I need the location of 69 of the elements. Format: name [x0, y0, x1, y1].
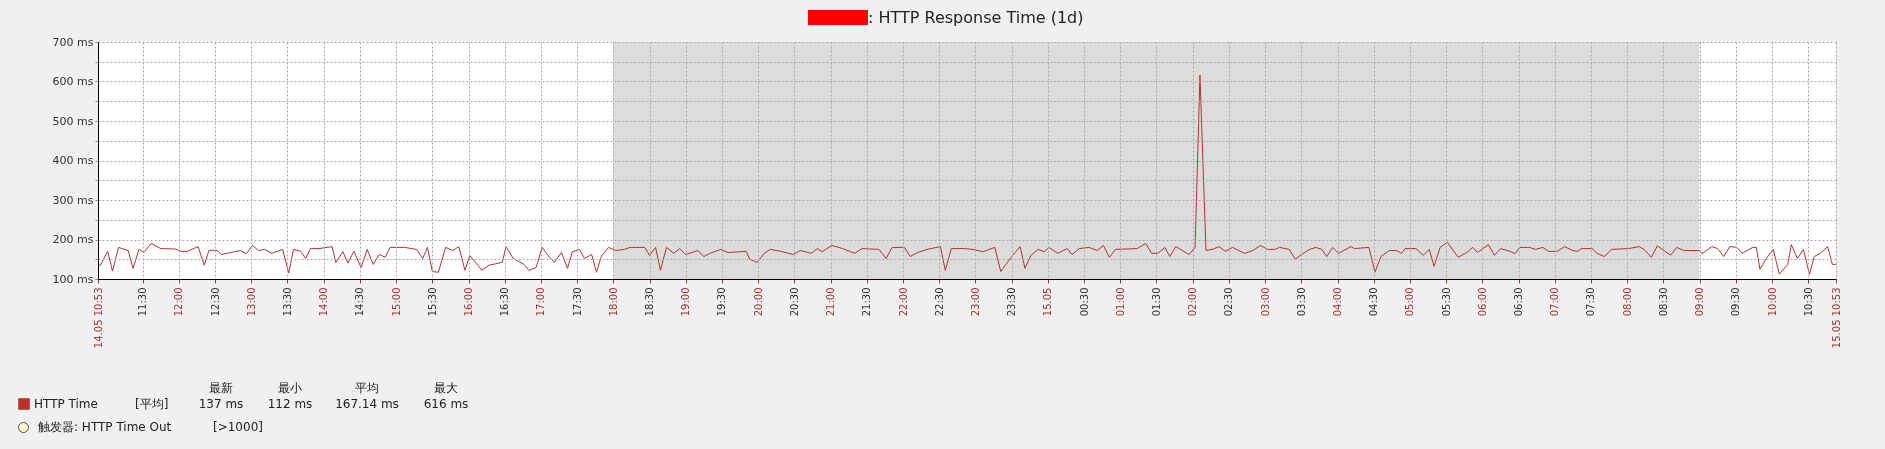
- x-tick-label: 13:30: [281, 287, 293, 317]
- x-tick-label: 02:00: [1187, 287, 1199, 317]
- text: 最小: [278, 379, 302, 397]
- x-tick-label: 08:30: [1657, 287, 1669, 317]
- legend-label: HTTP Time: [34, 397, 98, 411]
- x-tick-label: 00:30: [1078, 287, 1090, 317]
- x-tick-label: 12:00: [173, 287, 185, 317]
- x-tick-label: 10:30: [1802, 287, 1814, 317]
- x-tick-label: 18:00: [607, 287, 619, 317]
- x-tick-label: 07:00: [1549, 287, 1561, 317]
- x-tick-label: 13:00: [245, 287, 257, 317]
- y-tick-label: 600 ms: [52, 75, 94, 88]
- x-tick-label: 01:00: [1114, 287, 1126, 317]
- x-tick-label: 14:30: [354, 287, 366, 317]
- y-tick-label: 500 ms: [52, 114, 94, 128]
- text: [平均]: [135, 395, 169, 413]
- text: 最大: [434, 379, 458, 397]
- x-tick-label: 14:00: [318, 287, 330, 317]
- x-tick-label: 17:00: [535, 287, 547, 317]
- x-tick-label: 19:30: [716, 287, 728, 317]
- x-tick-label: 22:00: [897, 287, 909, 317]
- x-tick-label: 21:30: [861, 287, 873, 317]
- x-tick-label: 16:30: [499, 287, 511, 317]
- x-tick-label: 06:30: [1513, 287, 1525, 317]
- x-tick-label: 08:00: [1621, 287, 1633, 317]
- x-tick-label: 01:30: [1150, 287, 1162, 317]
- text: 触发器: HTTP Time Out: [38, 418, 172, 436]
- x-tick-label: 05:00: [1404, 287, 1416, 317]
- x-tick-label: 15.05: [1042, 287, 1054, 317]
- x-tick-label: 03:30: [1295, 287, 1307, 317]
- y-tick-label: 300 ms: [52, 193, 94, 207]
- x-tick-label: 11:30: [137, 287, 149, 317]
- x-tick-label: 12:30: [209, 287, 221, 317]
- x-tick-label: 09:00: [1694, 287, 1706, 317]
- x-tick-label: 15:00: [390, 287, 402, 317]
- x-tick-label: 09:30: [1730, 287, 1742, 317]
- x-tick-label: 06:00: [1476, 287, 1488, 317]
- x-tick-label: 20:00: [752, 287, 764, 317]
- y-tick-label: 100 ms: [52, 272, 94, 286]
- y-tick-label: 400 ms: [52, 154, 94, 167]
- y-tick-label: 200 ms: [52, 233, 94, 246]
- x-tick-label: 15:30: [426, 287, 438, 317]
- text: 137 ms: [198, 397, 244, 411]
- x-tick-label: 18:30: [644, 287, 656, 317]
- chart-title: : HTTP Response Time (1d): [868, 8, 1084, 27]
- x-tick-label: 19:00: [680, 287, 692, 317]
- x-tick-label: 03:00: [1259, 287, 1271, 317]
- x-tick-label: 21:00: [825, 287, 837, 317]
- x-tick-label: 04:00: [1332, 287, 1344, 317]
- text: 平均: [355, 379, 379, 397]
- x-tick-label: 05:30: [1440, 287, 1452, 317]
- x-tick-label: 14.05 10:53: [92, 287, 104, 349]
- x-tick-label: 23:30: [1006, 287, 1018, 317]
- x-tick-label: 10:00: [1766, 287, 1778, 317]
- text: 616 ms: [423, 397, 469, 411]
- x-tick-label: 02:30: [1223, 287, 1235, 317]
- text: 167.14 ms: [335, 397, 399, 411]
- x-tick-label: 15.05 10:53: [1830, 287, 1842, 349]
- x-tick-label: 20:30: [788, 287, 800, 317]
- x-tick-label: 16:00: [463, 287, 475, 317]
- x-tick-label: 22:30: [933, 287, 945, 317]
- text: 112 ms: [267, 397, 313, 411]
- text: 最新: [209, 379, 233, 397]
- x-tick-label: 07:30: [1585, 287, 1597, 317]
- y-tick-label: 700 ms: [52, 35, 94, 49]
- text: [>1000]: [213, 420, 263, 434]
- x-tick-label: 23:00: [969, 287, 981, 317]
- x-tick-label: 17:30: [571, 287, 583, 317]
- x-tick-label: 04:30: [1368, 287, 1380, 317]
